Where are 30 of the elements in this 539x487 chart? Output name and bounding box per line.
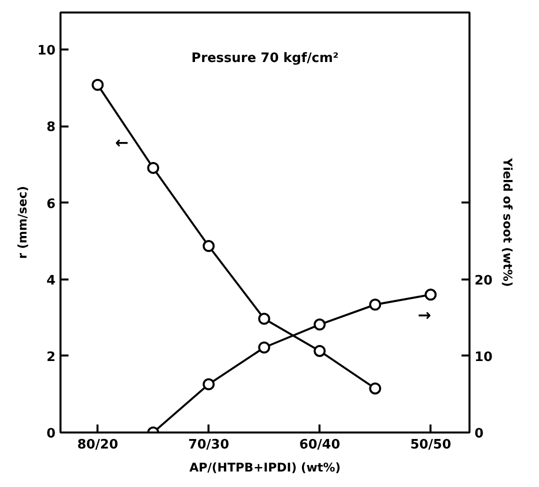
x-tick-label: 80/20: [77, 438, 118, 452]
y-tick-label: 4: [46, 273, 56, 288]
y2-axis-title: Yield of soot (wt%): [500, 157, 515, 287]
point: [424, 288, 437, 301]
point: [202, 240, 215, 252]
y-tick-label: 10: [37, 44, 56, 59]
point: [202, 378, 215, 390]
y2-tick-label: 10: [474, 350, 493, 365]
annotation: →: [418, 305, 432, 324]
y2-tick-label: 20: [474, 273, 493, 288]
point: [314, 344, 326, 357]
annotation: ←: [115, 133, 129, 152]
x-tick-label: 70/30: [188, 438, 230, 452]
point: [369, 382, 382, 394]
y2-tick-label: 0: [474, 426, 484, 442]
point: [147, 162, 160, 174]
point: [258, 312, 270, 325]
point: [258, 342, 270, 354]
y-tick-label: 0: [46, 426, 56, 442]
x-tick-label: 60/40: [299, 438, 340, 452]
annotation: Pressure 70 kgf/cm²: [191, 51, 339, 66]
x-axis-title: AP/(HTPB+IPDI) (wt%): [189, 460, 341, 474]
y-tick-label: 8: [46, 120, 56, 136]
y-tick-label: 6: [46, 196, 56, 212]
y-axis-title: r (mm/sec): [15, 186, 30, 259]
point: [314, 318, 326, 331]
y-tick-label: 2: [46, 350, 56, 365]
point: [92, 78, 104, 91]
point: [369, 298, 382, 311]
x-tick-label: 50/50: [410, 438, 452, 452]
